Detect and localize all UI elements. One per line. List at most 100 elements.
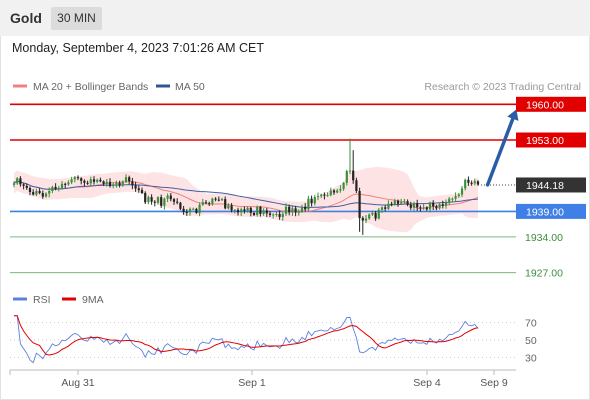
x-tick-label-3: Sep 9	[480, 377, 508, 389]
candle-body-64	[217, 199, 220, 201]
candle-body-115	[380, 207, 384, 210]
candle-body-53	[182, 208, 185, 212]
candle-body-121	[400, 202, 403, 204]
candle-body-60	[204, 202, 208, 204]
candle-body-25	[92, 179, 96, 182]
candle-body-84	[281, 213, 284, 218]
candle-body-17	[67, 182, 70, 185]
candle-body-70	[236, 209, 240, 213]
candle-body-0	[12, 183, 16, 185]
candle-body-117	[387, 203, 390, 209]
candle-body-54	[185, 211, 188, 213]
candle-body-144	[473, 181, 476, 184]
ma50-line	[13, 180, 479, 208]
candle-body-119	[393, 200, 396, 205]
x-tick-label-0: Aug 31	[61, 377, 94, 389]
legend-rsi-ma-swatch	[62, 297, 76, 301]
candle-body-134	[441, 204, 444, 206]
candle-body-46	[160, 197, 163, 206]
candle-body-75	[252, 212, 256, 215]
x-tick-label-1: Sep 1	[238, 377, 266, 389]
candle-body-2	[19, 178, 22, 185]
candle-body-10	[44, 193, 48, 197]
candle-body-48	[166, 195, 169, 199]
level-box-0	[516, 96, 586, 112]
candle-body-133	[438, 204, 441, 209]
candle-body-90	[300, 206, 304, 212]
bollinger-band-area	[14, 166, 478, 232]
legend-rsi-label: RSI	[33, 294, 51, 306]
candle-body-79	[265, 210, 268, 214]
candle-body-137	[451, 198, 454, 200]
candle-body-49	[169, 195, 172, 200]
candle-body-41	[144, 193, 147, 203]
candle-body-74	[249, 207, 252, 213]
candle-body-142	[467, 179, 470, 183]
candle-body-16	[64, 183, 67, 185]
candle-body-112	[371, 212, 374, 215]
candle-body-6	[32, 192, 35, 195]
x-axis: Aug 31 Sep 1 Sep 4 Sep 9	[9, 370, 508, 389]
candle-body-99	[329, 190, 332, 196]
candle-body-87	[291, 208, 294, 213]
candle-body-30	[108, 181, 112, 186]
legend-ma50-label: MA 50	[175, 81, 205, 93]
current-price-box	[516, 177, 586, 193]
candle-body-71	[240, 209, 243, 213]
candle-body-68	[230, 205, 233, 211]
candle-body-107	[355, 180, 358, 191]
candle-body-35	[124, 177, 128, 182]
candle-body-105	[348, 170, 352, 172]
candle-body-130	[428, 202, 432, 210]
candle-body-96	[320, 194, 323, 197]
timeframe-button[interactable]: 30 MIN	[51, 7, 102, 30]
candle-body-95	[316, 196, 320, 198]
candle-body-100	[332, 190, 336, 193]
candle-body-86	[288, 206, 291, 213]
candle-body-141	[464, 179, 467, 189]
candle-body-127	[419, 207, 422, 209]
candle-body-40	[140, 189, 144, 194]
candle-body-124	[409, 204, 412, 208]
candle-body-11	[48, 191, 51, 194]
candle-body-140	[460, 188, 464, 195]
candle-body-28	[102, 181, 105, 184]
candle-body-20	[76, 177, 80, 179]
level-label-1: 1953.00	[526, 135, 564, 147]
candle-body-92	[307, 198, 310, 210]
x-tick-label-2: Sep 4	[413, 377, 441, 389]
level-box-1	[516, 132, 586, 148]
candle-body-14	[57, 187, 60, 189]
candle-body-82	[275, 213, 278, 215]
candle-body-45	[156, 197, 160, 203]
candle-body-47	[163, 198, 166, 206]
legend-ma50-swatch	[156, 84, 170, 88]
candle-body-101	[336, 190, 339, 193]
candle-body-56	[192, 208, 195, 210]
candle-body-131	[432, 202, 435, 207]
candle-body-94	[313, 197, 316, 204]
candle-body-76	[256, 206, 259, 215]
candle-body-59	[201, 202, 204, 205]
candle-body-12	[51, 186, 54, 191]
candle-body-85	[284, 206, 288, 214]
forecast-arrow-head	[507, 109, 519, 121]
candle-body-73	[246, 207, 249, 211]
candle-body-118	[390, 203, 393, 205]
candle-body-80	[268, 213, 272, 215]
candle-body-39	[137, 188, 140, 190]
candle-body-42	[147, 197, 150, 203]
chart-header: Gold 30 MIN	[0, 0, 590, 36]
candle-body-65	[220, 199, 224, 201]
candle-body-5	[28, 187, 32, 193]
candle-body-108	[358, 191, 361, 219]
candle-body-55	[188, 208, 192, 213]
rsi-ma-line	[14, 315, 479, 356]
rsi-tick-0: 70	[525, 318, 537, 330]
candle-body-36	[128, 177, 131, 182]
candle-body-27	[99, 179, 102, 182]
candle-body-19	[73, 177, 76, 180]
candle-body-23	[86, 182, 89, 184]
candle-body-129	[425, 207, 428, 210]
candle-body-83	[278, 213, 281, 218]
